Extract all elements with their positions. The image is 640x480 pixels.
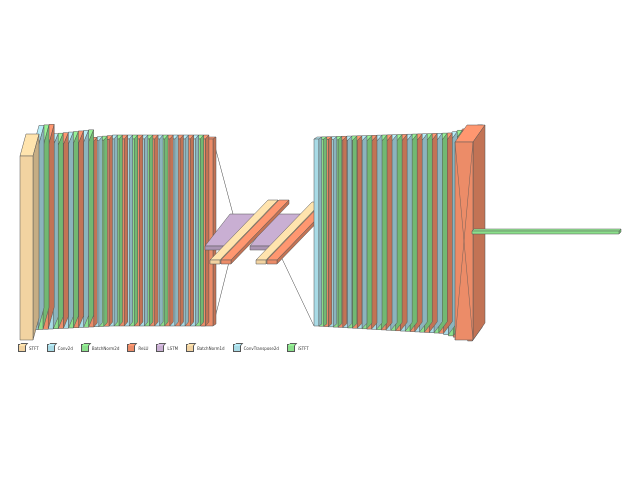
output-block-diagonals bbox=[454, 141, 474, 341]
bottleneck-relu-bar-front bbox=[220, 259, 232, 265]
legend-item-stft: STFT bbox=[18, 344, 39, 352]
encoder-layer-conv-side bbox=[159, 134, 164, 327]
encoder-layer-batchnorm2d-side bbox=[73, 131, 79, 329]
legend-label: BatchNorm1d bbox=[197, 345, 225, 351]
decoder-layer-relu-side bbox=[356, 135, 363, 329]
legend-item-istft: iSTFT bbox=[286, 344, 309, 352]
bottleneck-batchnorm1d-bar-front bbox=[255, 259, 267, 265]
bottleneck-relu-bar bbox=[220, 199, 290, 265]
encoder-layer-relu-side bbox=[123, 134, 128, 327]
legend-swatch bbox=[18, 344, 26, 352]
output-istft-bar bbox=[471, 228, 622, 235]
decoder-layer-relu-side bbox=[328, 136, 333, 328]
legend-label: Conv2d bbox=[57, 345, 73, 351]
encoder-layer-relu-side bbox=[205, 134, 210, 327]
layer-type-legend: STFT Conv2d BatchNorm2d ReLU LSTM BatchNorm1d… bbox=[18, 343, 317, 353]
projection-line bbox=[212, 138, 234, 215]
encoder-layer-relu-side bbox=[154, 134, 159, 327]
encoder-layer-conv-side bbox=[184, 134, 189, 327]
encoder-layer-batchnorm2d-side bbox=[103, 135, 108, 328]
encoder-layer-relu-side bbox=[179, 134, 184, 327]
legend-label: LSTM bbox=[167, 345, 179, 351]
legend-item-batchnorm2d: BatchNorm2d bbox=[80, 344, 120, 352]
legend-swatch bbox=[156, 344, 165, 352]
output-istft-bar-top bbox=[471, 228, 622, 232]
legend-swatch bbox=[127, 344, 136, 352]
encoder-layer-relu-side bbox=[189, 134, 194, 327]
decoder-layer-convtranspose bbox=[313, 136, 323, 327]
encoder-layer-conv-side bbox=[68, 131, 74, 329]
legend-swatch bbox=[80, 344, 89, 352]
encoder-layer-conv-side bbox=[174, 134, 179, 327]
legend-swatch bbox=[46, 344, 55, 352]
legend-item-relu: ReLU bbox=[127, 344, 148, 352]
encoder-layer-batchnorm2d-side bbox=[133, 134, 138, 327]
legend-label: ConvTranspose2d bbox=[243, 345, 279, 351]
layer-blocks bbox=[19, 124, 622, 342]
decoder-layer-relu-side bbox=[371, 134, 378, 330]
encoder-layer-relu-side bbox=[63, 132, 69, 329]
decoder-layer-convtranspose-front bbox=[313, 138, 320, 327]
encoder-layer-batchnorm2d-side bbox=[118, 134, 123, 327]
encoder-layer-conv-side bbox=[144, 134, 149, 327]
encoder-layer-conv-side bbox=[194, 134, 199, 327]
encoder-layer-conv-side bbox=[128, 134, 133, 327]
encoder-layer-conv-side bbox=[83, 130, 89, 328]
bottleneck-batchnorm1d-bar-front bbox=[209, 259, 221, 265]
legend-item-convtranspose2d: ConvTranspose2d bbox=[232, 344, 279, 352]
legend-item-batchnorm1d: BatchNorm1d bbox=[186, 344, 225, 352]
decoder-layer-convtranspose-side bbox=[347, 135, 353, 329]
encoder-layer-stft-front bbox=[19, 155, 34, 341]
decoder-layer-batchnorm2d-side bbox=[352, 135, 358, 329]
decoder-layer-convtranspose-side bbox=[332, 135, 338, 328]
encoder-layer-conv-side bbox=[98, 136, 103, 328]
encoder-layer-stft bbox=[19, 133, 40, 341]
decoder-layer-batchnorm2d-side bbox=[337, 135, 343, 328]
legend-swatch bbox=[286, 344, 295, 352]
decoder-layer-relu-side bbox=[342, 135, 348, 328]
encoder-layer-batchnorm2d-side bbox=[149, 134, 154, 327]
encoder-layer-batchnorm2d-side bbox=[57, 133, 64, 329]
legend-label: ReLU bbox=[138, 345, 149, 351]
decoder-layer-convtranspose-side bbox=[361, 134, 368, 330]
output-istft-bar-front bbox=[471, 230, 620, 235]
encoder-layer-relu-side bbox=[139, 134, 144, 327]
legend-label: STFT bbox=[29, 345, 39, 351]
legend-label: BatchNorm2d bbox=[91, 345, 120, 351]
encoder-layer-batchnorm2d-side bbox=[88, 129, 94, 328]
decoder-layer-batchnorm2d-side bbox=[366, 134, 373, 330]
legend-swatch bbox=[232, 344, 241, 352]
legend-item-lstm: LSTM bbox=[156, 344, 178, 352]
encoder-layer-relu-side bbox=[108, 134, 113, 327]
encoder-layer-relu-side bbox=[93, 136, 98, 328]
encoder-layer-relu-side bbox=[78, 130, 84, 328]
encoder-layer-batchnorm2d-side bbox=[199, 134, 204, 327]
encoder-layer-stft-side bbox=[32, 133, 40, 341]
legend-item-conv2d: Conv2d bbox=[46, 344, 73, 352]
encoder-layer-batchnorm2d-side bbox=[164, 134, 169, 327]
decoder-layer-convtranspose-side bbox=[318, 136, 323, 327]
encoder-layer-relu-side bbox=[212, 136, 217, 327]
decoder-layer-batchnorm2d-side bbox=[323, 136, 328, 327]
projection-line bbox=[275, 245, 315, 327]
legend-label: iSTFT bbox=[297, 345, 309, 351]
encoder-layer-relu-side bbox=[169, 134, 174, 327]
encoder-layer-conv-side bbox=[113, 134, 118, 327]
legend-swatch bbox=[186, 344, 195, 352]
bottleneck-relu-bar-front bbox=[266, 259, 278, 265]
